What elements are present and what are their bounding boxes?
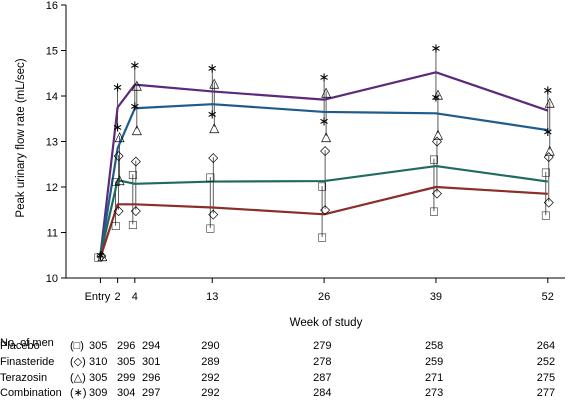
data-marker: □	[129, 167, 137, 182]
x-tick-label: 52	[542, 291, 554, 303]
axes: 10 11 12 13 14 15 16 Entry 2 4 13 26 39 52	[46, 0, 565, 303]
data-marker: □	[430, 151, 438, 166]
data-marker: ∗	[542, 124, 553, 139]
x-tick-label: 2	[115, 291, 121, 303]
data-marker: □	[542, 208, 550, 223]
data-marker: ∗	[207, 60, 218, 75]
x-tick-label: 26	[318, 291, 330, 303]
entry-marker: □	[94, 250, 102, 265]
series-line	[99, 103, 548, 256]
data-marker: ∗	[112, 119, 123, 134]
data-marker: △	[545, 94, 555, 109]
data-marker: ∗	[319, 69, 330, 84]
data-marker: △	[321, 84, 331, 99]
data-marker: □	[430, 204, 438, 219]
data-marker: □	[129, 217, 137, 232]
data-marker: ◇	[131, 202, 141, 217]
y-tick-label: 13	[46, 137, 58, 149]
series-line	[99, 185, 548, 258]
data-marker: △	[433, 126, 443, 141]
data-marker: △	[433, 86, 443, 101]
data-marker: ◇	[544, 194, 554, 209]
series-markers: ∗∗∗∗∗∗∗∗∗∗∗ ∗∗△△△△△△△△△△△△△◇◇◇◇◇◇◇◇◇◇◇◇◇□…	[94, 41, 554, 265]
x-tick-label: Entry	[85, 291, 111, 303]
y-tick-label: 11	[47, 228, 58, 240]
data-marker: △	[132, 121, 142, 136]
data-marker: △	[545, 142, 555, 157]
data-marker: ∗	[129, 58, 140, 73]
data-marker: ◇	[432, 185, 442, 200]
data-marker: ∗	[430, 41, 441, 56]
data-marker: ∗	[319, 114, 330, 129]
data-marker: ◇	[114, 148, 124, 163]
data-marker: △	[132, 77, 142, 92]
data-marker: △	[209, 119, 219, 134]
data-marker: ∗	[430, 89, 441, 104]
data-marker: ◇	[320, 143, 330, 158]
data-marker: △	[209, 75, 219, 90]
series-line	[99, 164, 548, 256]
data-marker: ∗	[207, 107, 218, 122]
data-marker: □	[318, 230, 326, 245]
y-tick-label: 15	[46, 46, 58, 58]
x-tick-label: 4	[132, 291, 138, 303]
data-marker: △	[115, 171, 125, 186]
y-tick-label: 10	[46, 273, 58, 285]
data-marker: △	[115, 129, 125, 144]
x-tick-label: 13	[206, 291, 218, 303]
error-bars	[115, 48, 551, 238]
data-marker: ◇	[320, 201, 330, 216]
data-marker: ∗	[542, 83, 553, 98]
data-marker: □	[206, 169, 214, 184]
data-marker: ◇	[208, 149, 218, 164]
y-tick-label: 14	[46, 91, 58, 103]
data-marker: □	[542, 164, 550, 179]
entry-marker: △	[97, 247, 107, 262]
data-marker: ◇	[131, 153, 141, 168]
entry-marker: ◇	[96, 247, 106, 262]
y-axis-title: Peak urinary flow rate (mL/sec)	[15, 58, 27, 217]
data-marker: □	[112, 174, 120, 189]
data-marker: △	[321, 129, 331, 144]
data-marker: □	[206, 220, 214, 235]
series-line	[99, 71, 549, 256]
y-tick-label: 16	[46, 0, 58, 12]
data-marker: ◇	[208, 206, 218, 221]
data-marker: □	[112, 218, 120, 233]
entry-marker: ∗	[95, 247, 106, 262]
data-marker: ∗	[112, 79, 123, 94]
series-lines	[99, 71, 549, 258]
x-tick-label: 39	[430, 291, 442, 303]
data-marker: ◇	[432, 133, 442, 148]
data-marker: ◇	[544, 149, 554, 164]
data-marker: ◇	[114, 202, 124, 217]
x-axis-title: Week of study	[290, 317, 363, 329]
data-marker: ∗	[129, 99, 140, 114]
data-marker: □	[318, 179, 326, 194]
y-tick-label: 12	[46, 182, 58, 194]
